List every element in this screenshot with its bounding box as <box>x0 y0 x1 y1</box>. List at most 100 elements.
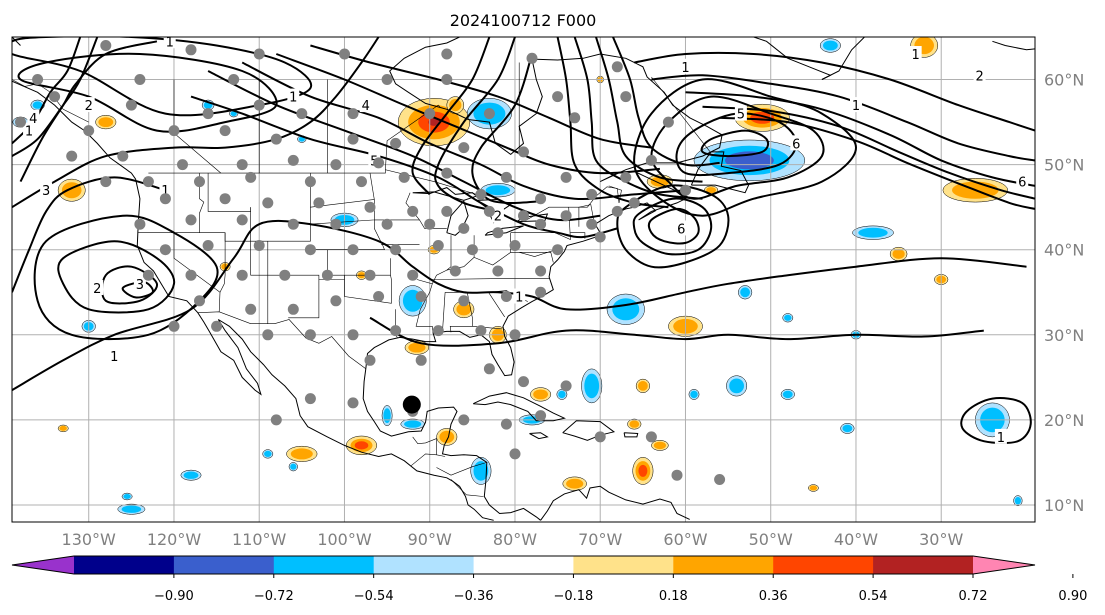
contour-label: 1 <box>912 48 920 63</box>
contour-line <box>685 91 1035 187</box>
longitude-label: 30°W <box>919 530 963 549</box>
boundary-line <box>412 436 437 455</box>
observation-dot <box>347 397 359 409</box>
observation-dot <box>296 108 308 120</box>
observation-dot <box>245 171 257 183</box>
contour-label-bg <box>27 109 40 125</box>
observation-dot <box>458 414 470 426</box>
anomaly-patch <box>485 185 511 196</box>
colorbar-tick-label: 0.72 <box>959 589 988 604</box>
colorbar: −0.90 −0.72 −0.54 −0.36 −0.18 0.18 0.36 0.54 0.7… <box>11 555 1087 604</box>
contour-label: 1 <box>289 91 297 106</box>
observation-dot <box>560 210 572 222</box>
colorbar-tick-label: −0.90 <box>154 589 194 604</box>
boundary-line <box>519 249 556 257</box>
coastline <box>389 37 543 156</box>
observation-dot <box>330 218 342 230</box>
anomaly-patch <box>782 390 793 399</box>
contour-label-bg <box>133 275 146 291</box>
longitude-label: 40°W <box>834 530 878 549</box>
observation-dot <box>159 244 171 256</box>
anomaly-patch <box>32 101 43 109</box>
contour-label-bg <box>23 122 36 138</box>
anomaly-patch <box>638 381 648 391</box>
observation-dot <box>483 108 495 120</box>
colorbar-tick-label: 0.90 <box>1058 589 1087 604</box>
observation-dot <box>287 303 299 315</box>
colorbar-tick-label: −0.36 <box>454 589 494 604</box>
longitude-label: 60°W <box>663 530 707 549</box>
observation-dot <box>364 201 376 213</box>
observation-dot <box>194 176 205 188</box>
observation-dot <box>535 265 547 277</box>
boundary-line <box>450 479 484 497</box>
coastline <box>623 432 639 438</box>
observation-dot <box>270 133 282 145</box>
observation-dot <box>620 171 632 183</box>
anomaly-patch <box>290 463 297 470</box>
observation-dot <box>458 142 470 154</box>
contour-line <box>190 95 618 239</box>
coastline <box>472 392 566 422</box>
anomaly-patch <box>439 430 455 443</box>
contour-label: 4 <box>29 112 37 127</box>
contour-label: 1 <box>25 125 33 140</box>
contour-line <box>612 37 720 167</box>
observation-dot <box>15 116 26 128</box>
observation-dot <box>449 265 461 277</box>
coastline <box>540 485 690 521</box>
observation-dot <box>535 193 547 205</box>
contour-line <box>634 51 1035 132</box>
anomaly-patch <box>59 425 67 431</box>
coastline <box>362 368 541 521</box>
contour-label-bg <box>675 220 688 236</box>
boundary-line <box>250 173 320 319</box>
observation-dot <box>509 240 521 251</box>
observation-dot <box>483 363 495 375</box>
colorbar-outline <box>11 555 1036 575</box>
anomaly-patch <box>473 461 489 481</box>
observation-dot <box>424 108 436 120</box>
observation-dot <box>407 269 419 281</box>
observation-dot <box>662 116 674 128</box>
anomaly-patch <box>121 505 142 513</box>
coastline <box>821 37 865 80</box>
latitude-labels: 60°N 50°N 40°N 30°N 20°N 10°N <box>1044 71 1084 516</box>
contour-line <box>369 316 984 347</box>
anomaly-patch <box>1014 497 1022 505</box>
observation-dot <box>645 154 657 166</box>
contour-label: 2 <box>975 69 983 84</box>
observation-dot <box>441 48 453 60</box>
anomaly-patch <box>629 420 640 428</box>
anomaly-patch <box>638 464 648 477</box>
observation-dot <box>304 244 316 256</box>
anomaly-patch <box>404 420 422 428</box>
observation-dot <box>645 431 657 443</box>
contour-line <box>310 44 652 149</box>
observation-dot <box>236 159 248 171</box>
anomaly-patch <box>456 303 472 316</box>
observation-dot <box>177 159 188 171</box>
observation-dots <box>15 40 726 485</box>
observation-dot <box>253 48 265 60</box>
observation-dot <box>270 414 282 426</box>
observation-dot <box>680 184 691 196</box>
contour-label: 6 <box>1018 176 1026 191</box>
longitude-label: 120°W <box>147 530 202 549</box>
contour-line <box>12 176 166 293</box>
coastline <box>562 420 616 441</box>
observation-dot <box>381 74 393 85</box>
longitude-label: 90°W <box>408 530 452 549</box>
anomaly-patch <box>123 494 131 499</box>
observation-dot <box>253 99 265 111</box>
coastline <box>446 200 469 236</box>
observation-dot <box>458 295 470 307</box>
boundary-line <box>488 292 505 318</box>
contour-label-bg <box>849 97 862 113</box>
observation-dot <box>586 218 598 230</box>
observation-dot <box>560 380 572 392</box>
observation-dot <box>194 295 205 307</box>
anomaly-patch <box>740 287 750 298</box>
longitude-label: 50°W <box>749 530 793 549</box>
observation-dot <box>492 227 504 239</box>
